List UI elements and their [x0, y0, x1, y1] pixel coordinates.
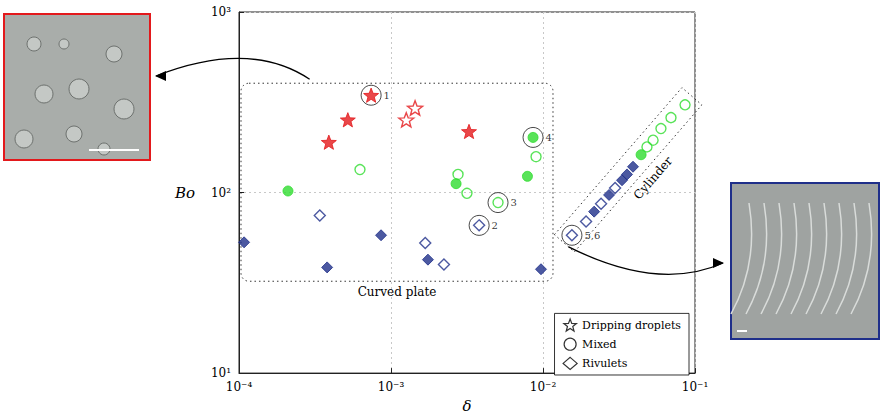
svg-text:10⁻³: 10⁻³: [378, 380, 405, 394]
svg-text:10⁻¹: 10⁻¹: [682, 380, 708, 394]
svg-text:10³: 10³: [211, 5, 231, 19]
svg-text:Curved plate: Curved plate: [358, 285, 437, 299]
svg-text:5,6: 5,6: [584, 230, 600, 241]
svg-text:1: 1: [384, 90, 390, 101]
svg-text:10¹: 10¹: [211, 366, 231, 380]
svg-text:2: 2: [492, 220, 498, 231]
svg-text:Bo: Bo: [174, 184, 195, 202]
svg-text:10²: 10²: [211, 186, 231, 200]
svg-text:10⁻²: 10⁻²: [530, 380, 557, 394]
svg-text:4: 4: [545, 132, 551, 143]
svg-text:δ: δ: [462, 397, 471, 415]
svg-text:Cylinder: Cylinder: [631, 154, 676, 203]
svg-text:Dripping droplets: Dripping droplets: [582, 319, 681, 332]
svg-text:Mixed: Mixed: [582, 338, 617, 351]
svg-text:3: 3: [510, 197, 516, 208]
svg-text:10⁻⁴: 10⁻⁴: [226, 380, 253, 394]
svg-text:Rivulets: Rivulets: [582, 357, 628, 370]
